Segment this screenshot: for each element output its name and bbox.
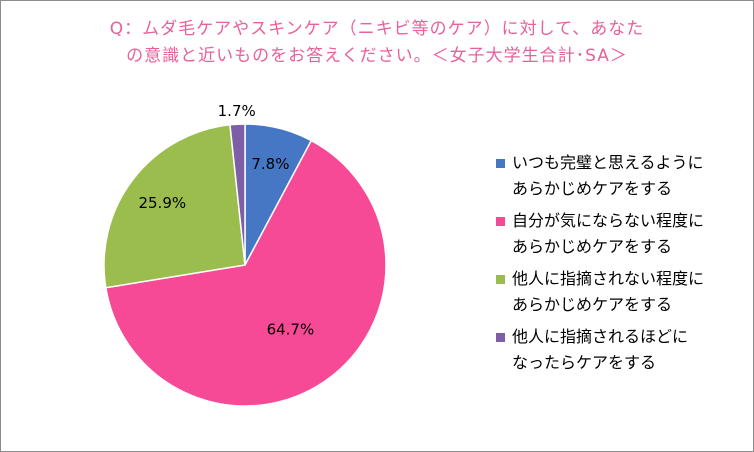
legend-label-2: 他人に指摘されない程度に あらかじめケアをする bbox=[512, 269, 705, 314]
pie-slice-3 bbox=[229, 123, 246, 266]
legend-swatch-3 bbox=[496, 333, 505, 342]
pie-slice-1 bbox=[104, 139, 387, 407]
data-label-3: 1.7% bbox=[218, 102, 256, 120]
data-label-2: 25.9% bbox=[138, 194, 186, 212]
legend-label-3: 他人に指摘されるほどに なったらケアをする bbox=[512, 327, 689, 372]
legend-swatch-2 bbox=[496, 275, 505, 284]
legend: いつも完璧と思えるように あらかじめケアをする 自分が気にならない程度に あらか… bbox=[494, 150, 744, 382]
legend-item-3: 他人に指摘されるほどに なったらケアをする bbox=[494, 324, 744, 382]
chart-title-line-2: の意識と近いものをお答えください。＜女子大学生合計･SA＞ bbox=[126, 46, 628, 66]
legend-item-2: 他人に指摘されない程度に あらかじめケアをする bbox=[494, 266, 744, 324]
data-label-0: 7.8% bbox=[251, 155, 289, 173]
legend-swatch-1 bbox=[496, 217, 505, 226]
pie-slice-2 bbox=[103, 123, 246, 289]
chart-title: Q：ムダ毛ケアやスキンケア（ニキビ等のケア）に対して、あなた の意識と近いものを… bbox=[0, 16, 754, 70]
chart-title-line-1: Q：ムダ毛ケアやスキンケア（ニキビ等のケア）に対して、あなた bbox=[109, 19, 645, 39]
legend-label-1: 自分が気にならない程度に あらかじめケアをする bbox=[512, 211, 705, 256]
legend-item-1: 自分が気にならない程度に あらかじめケアをする bbox=[494, 208, 744, 266]
data-label-1: 64.7% bbox=[267, 320, 315, 338]
legend-label-0: いつも完璧と思えるように あらかじめケアをする bbox=[512, 153, 704, 198]
legend-item-0: いつも完璧と思えるように あらかじめケアをする bbox=[494, 150, 744, 208]
legend-swatch-0 bbox=[496, 159, 505, 168]
